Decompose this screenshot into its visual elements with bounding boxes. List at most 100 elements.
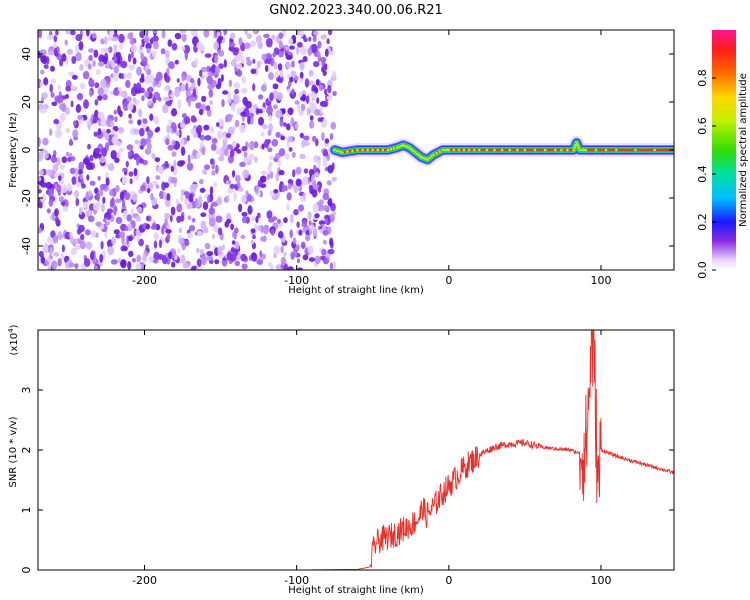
noise-speckle <box>186 162 194 171</box>
noise-speckle <box>322 100 329 108</box>
noise-speckle <box>327 197 333 207</box>
signal-trace-dot <box>575 141 578 145</box>
noise-speckle <box>324 88 328 96</box>
noise-speckle <box>240 196 247 204</box>
noise-speckle <box>262 124 268 130</box>
noise-speckle <box>192 217 196 223</box>
noise-speckle <box>166 193 171 201</box>
signal-trace-dot <box>508 148 512 152</box>
noise-speckle <box>99 253 104 263</box>
noise-speckle <box>268 122 273 133</box>
noise-speckle <box>302 254 309 261</box>
noise-speckle <box>80 233 85 241</box>
noise-speckle <box>275 109 283 119</box>
noise-speckle <box>167 144 175 151</box>
noise-speckle <box>253 141 259 149</box>
noise-speckle <box>71 56 77 64</box>
noise-speckle <box>114 116 118 123</box>
noise-speckle <box>65 151 70 157</box>
noise-speckle <box>58 175 62 181</box>
noise-speckle <box>38 151 44 160</box>
noise-speckle <box>289 76 294 83</box>
noise-speckle <box>257 94 264 100</box>
noise-speckle <box>67 183 72 192</box>
noise-speckle <box>140 138 147 147</box>
noise-speckle <box>323 63 328 71</box>
noise-speckle <box>118 231 126 239</box>
noise-speckle <box>329 133 334 141</box>
noise-speckle <box>192 183 198 189</box>
noise-speckle <box>280 256 287 266</box>
x-tick-label: 0 <box>445 574 452 587</box>
noise-speckle <box>196 258 202 268</box>
noise-speckle <box>194 198 199 206</box>
signal-trace-dot <box>412 149 415 153</box>
noise-speckle <box>208 71 213 78</box>
noise-speckle <box>326 38 330 45</box>
noise-speckle <box>196 247 200 254</box>
noise-speckle <box>269 92 274 102</box>
noise-speckle <box>115 185 120 193</box>
signal-trace-dot <box>594 148 598 152</box>
noise-speckle <box>302 175 309 186</box>
signal-trace-dot <box>447 148 451 152</box>
noise-speckle <box>254 156 258 163</box>
noise-speckle <box>111 236 116 246</box>
y-tick-label: -20 <box>20 189 33 207</box>
noise-speckle <box>61 244 65 253</box>
y-tick-label: -40 <box>20 237 33 255</box>
noise-speckle <box>75 34 83 42</box>
noise-speckle <box>171 151 177 157</box>
noise-speckle <box>53 252 60 257</box>
noise-speckle <box>133 168 138 177</box>
noise-speckle <box>106 128 111 134</box>
noise-speckle <box>169 215 173 222</box>
noise-speckle <box>165 229 172 234</box>
signal-trace-dot <box>414 151 417 154</box>
noise-speckle <box>49 83 53 93</box>
noise-speckle <box>75 198 80 207</box>
noise-speckle <box>51 101 58 107</box>
noise-speckle <box>239 124 246 134</box>
noise-speckle <box>121 176 128 184</box>
noise-speckle <box>317 117 324 123</box>
noise-speckle <box>272 83 279 90</box>
noise-speckle <box>42 137 49 146</box>
noise-speckle <box>223 30 228 36</box>
noise-speckle <box>223 59 227 68</box>
noise-speckle <box>171 43 178 51</box>
noise-speckle <box>144 148 152 155</box>
noise-speckle <box>259 250 263 258</box>
noise-speckle <box>164 198 171 208</box>
colorbar: 0.0 0.2 0.4 0.6 0.8 Normalized spectral ampl… <box>696 30 749 279</box>
signal-trace-dot <box>578 148 581 152</box>
noise-speckle <box>322 149 329 158</box>
noise-speckle <box>78 41 84 51</box>
noise-speckle <box>296 221 300 228</box>
noise-speckle <box>260 131 265 137</box>
noise-speckle <box>108 136 112 146</box>
noise-speckle <box>136 66 142 76</box>
noise-speckle <box>305 95 310 104</box>
noise-speckle <box>178 238 185 245</box>
noise-speckle <box>151 153 156 159</box>
noise-speckle <box>253 30 258 34</box>
noise-speckle <box>105 177 110 186</box>
noise-speckle <box>320 34 327 40</box>
noise-speckle <box>300 103 306 112</box>
noise-speckle <box>289 45 295 50</box>
noise-speckle <box>226 194 230 203</box>
noise-speckle <box>266 106 273 115</box>
noise-speckle <box>211 170 216 176</box>
noise-speckle <box>38 189 43 194</box>
signal-trace-dot <box>356 148 359 152</box>
noise-speckle <box>271 216 278 221</box>
noise-speckle <box>300 241 306 250</box>
signal-trace-dot <box>408 146 411 149</box>
signal-trace-dot <box>401 143 405 147</box>
noise-speckle <box>324 217 329 225</box>
noise-speckle <box>38 137 41 147</box>
noise-speckle <box>313 30 319 36</box>
noise-speckle <box>269 190 275 197</box>
noise-speckle <box>155 184 160 189</box>
